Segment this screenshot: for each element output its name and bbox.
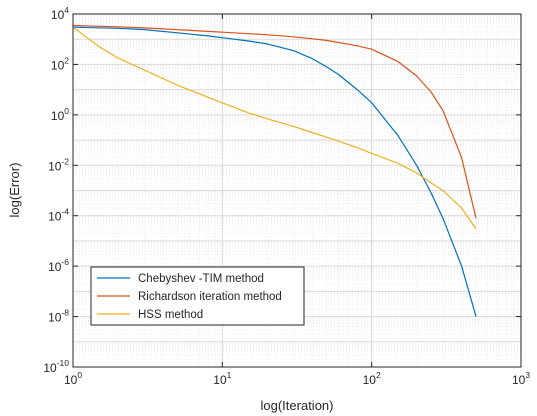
y-tick-label: 104	[51, 5, 69, 22]
axes-box	[72, 13, 522, 368]
y-tick-label: 10-4	[48, 207, 69, 224]
y-tick-label: 10-10	[43, 358, 69, 375]
x-tick-label: 101	[213, 370, 231, 387]
series-line-hss	[72, 26, 477, 230]
y-tick-label: 100	[51, 106, 69, 123]
legend: Chebyshev -TIM method Richardson iterati…	[90, 266, 305, 326]
y-tick-label: 10-2	[48, 156, 69, 173]
legend-label-chebyshev: Chebyshev -TIM method	[138, 273, 264, 285]
x-tick-label: 103	[512, 370, 530, 387]
x-tick-label: 102	[363, 370, 381, 387]
axis-ticks: 100 101 102 103 10-10 10-8 10-6 10-4 10-2 100 102 1…	[43, 5, 530, 387]
y-axis-label: log(Error)	[7, 163, 22, 218]
y-tick-label: 10-8	[48, 308, 69, 325]
series-lines	[72, 24, 477, 317]
series-line-richardson	[72, 24, 477, 219]
legend-label-richardson: Richardson iteration method	[138, 291, 282, 303]
x-axis-label: log(Iteration)	[261, 398, 334, 413]
x-tick-label: 100	[64, 370, 82, 387]
legend-label-hss: HSS method	[138, 309, 203, 321]
y-tick-label: 102	[51, 55, 69, 72]
y-tick-label: 10-6	[48, 257, 69, 274]
series-line-chebyshev	[72, 26, 477, 317]
